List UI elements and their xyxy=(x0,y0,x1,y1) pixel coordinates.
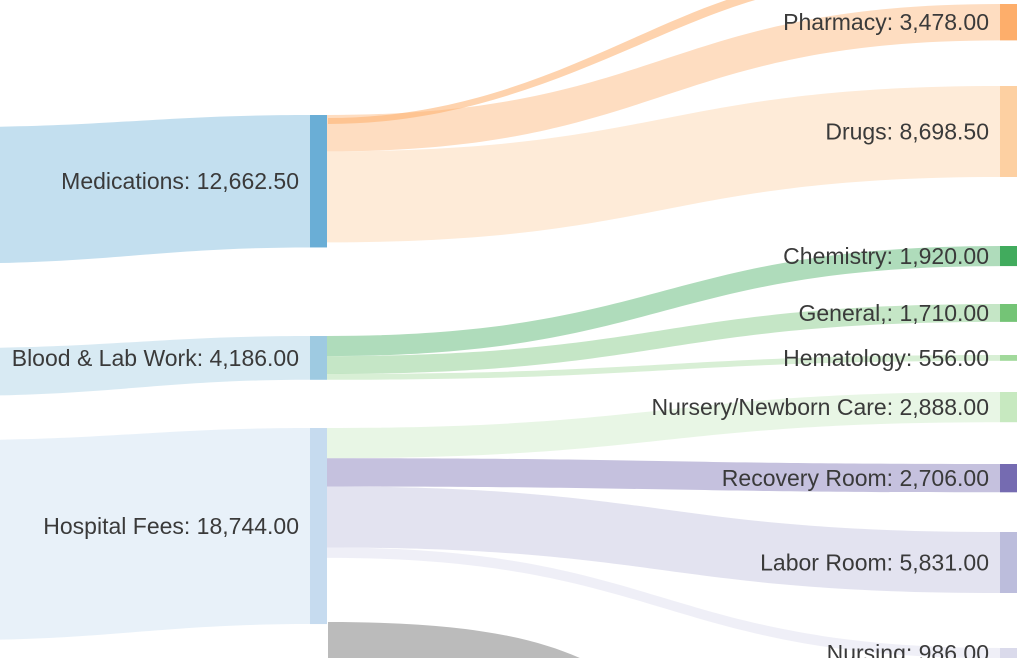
inflow-band-medications xyxy=(0,115,310,264)
node-bar-hospital_fees xyxy=(310,428,327,625)
hospital-fees-outflow-band xyxy=(328,622,580,658)
node-label-drugs: Drugs: 8,698.50 xyxy=(825,118,989,144)
link-blood_lab-to-hematology xyxy=(327,355,1000,380)
node-label-labor: Labor Room: 5,831.00 xyxy=(760,549,989,575)
node-label-blood_lab: Blood & Lab Work: 4,186.00 xyxy=(12,345,299,371)
node-label-medications: Medications: 12,662.50 xyxy=(61,168,299,194)
node-label-nursing: Nursing: 986.00 xyxy=(827,640,989,658)
node-label-general: General,: 1,710.00 xyxy=(798,300,989,326)
link-blood_lab-to-general xyxy=(327,304,1000,374)
node-bar-nursing xyxy=(1000,648,1017,658)
node-bar-drugs xyxy=(1000,86,1017,177)
node-bar-recovery xyxy=(1000,464,1017,493)
node-label-nursery: Nursery/Newborn Care: 2,888.00 xyxy=(652,394,990,420)
node-bar-medications xyxy=(310,115,327,248)
node-bar-blood_lab xyxy=(310,336,327,380)
node-bar-pharmacy xyxy=(1000,4,1017,41)
node-bar-chemistry xyxy=(1000,246,1017,267)
node-bar-general xyxy=(1000,304,1017,322)
link-medications-to-drugs xyxy=(327,86,1000,243)
sankey-nodes xyxy=(310,4,1017,658)
inflow-band-blood_lab xyxy=(0,336,310,396)
node-bar-labor xyxy=(1000,532,1017,593)
inflow-band-hospital_fees xyxy=(0,428,310,640)
link-medications-to-pharmacy xyxy=(327,4,1000,152)
sankey-labels: Medications: 12,662.50 Blood & Lab Work: … xyxy=(12,9,989,658)
link-blood_lab-to-chemistry xyxy=(327,246,1000,357)
node-label-recovery: Recovery Room: 2,706.00 xyxy=(722,465,989,491)
link-hospital_fees-to-nursery xyxy=(327,392,1000,459)
node-bar-hematology xyxy=(1000,355,1017,361)
node-label-hematology: Hematology: 556.00 xyxy=(783,345,989,371)
node-label-pharmacy: Pharmacy: 3,478.00 xyxy=(783,9,989,35)
link-hospital_fees-to-labor xyxy=(327,486,1000,593)
pharmacy-outflow-band xyxy=(328,0,756,124)
link-hospital_fees-to-nursing xyxy=(327,547,1000,658)
node-label-chemistry: Chemistry: 1,920.00 xyxy=(783,243,989,269)
node-label-hospital_fees: Hospital Fees: 18,744.00 xyxy=(43,513,299,539)
link-hospital_fees-to-recovery xyxy=(327,458,1000,493)
node-bar-nursery xyxy=(1000,392,1017,423)
